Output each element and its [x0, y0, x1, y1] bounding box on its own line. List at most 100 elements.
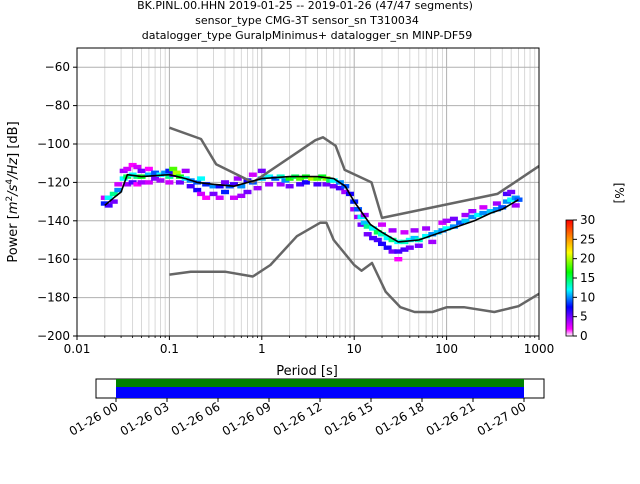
density-cell [128, 180, 137, 185]
density-cell [186, 184, 195, 189]
density-cell [296, 176, 305, 181]
density-cell [422, 226, 431, 231]
density-cell [405, 237, 414, 243]
x-tick-label: 1 [258, 342, 266, 356]
y-axis-label-part: /s [6, 184, 21, 196]
density-cell [468, 214, 477, 220]
density-cell [109, 199, 118, 204]
density-cell [388, 249, 397, 254]
density-cell [221, 189, 230, 195]
density-cell [248, 172, 257, 177]
density-cell [285, 184, 294, 189]
density-cell [137, 180, 146, 185]
y-axis-label-part: Power [ [6, 214, 21, 263]
density-cell [133, 182, 142, 187]
density-cell [308, 176, 317, 181]
header-sensor-line: sensor_type CMG-3T sensor_sn T310034 [195, 14, 419, 27]
y-axis-label: Power [m2/s4/Hz] [dB] [5, 121, 21, 262]
timeline-tick-label: 01-26 21 [424, 399, 478, 438]
density-cell [114, 187, 123, 193]
density-cell [474, 212, 483, 218]
density-cell [128, 162, 137, 168]
density-cell [329, 184, 338, 189]
y-axis-label-part: 2 [5, 196, 15, 202]
density-cell [428, 232, 437, 237]
plot-frame [76, 47, 540, 337]
timeline-tick-label: 01-26 06 [169, 399, 223, 438]
timeline-tick-label: 01-26 00 [67, 399, 121, 438]
density-cell [492, 201, 501, 206]
timeline-tick-label: 01-26 18 [373, 399, 427, 438]
density-cell [449, 224, 458, 229]
x-axis-label: Period [s] [276, 364, 338, 379]
y-tick-label: −200 [37, 329, 70, 343]
density-cell [257, 168, 266, 174]
density-cell [479, 205, 488, 210]
x-tick-label: 1000 [524, 342, 555, 356]
density-cell [378, 222, 387, 227]
psd-density-heatmap [100, 162, 523, 262]
timeline-tick-label: 01-26 09 [220, 399, 274, 438]
density-cell [498, 205, 507, 210]
coverage-bar-bottom [116, 387, 524, 398]
mode-line [104, 173, 519, 243]
y-axis-label-part: ] [dB] [6, 121, 21, 158]
colorbar-tick-label: 5 [580, 310, 588, 324]
density-cell [502, 199, 511, 204]
density-cell [410, 228, 419, 233]
density-cell [360, 220, 369, 225]
density-cell [133, 164, 142, 170]
density-cell [378, 241, 387, 247]
density-cell [123, 166, 132, 172]
density-cell [335, 185, 344, 191]
density-cell [369, 226, 378, 231]
density-cell [363, 232, 372, 237]
y-axis-ticks: −200 −180 −160 −140 −120 −100 −80 −60 [37, 60, 77, 343]
density-cell [281, 178, 290, 183]
density-cell [369, 235, 378, 241]
density-cell [237, 184, 246, 189]
colorbar-tick-label: 25 [580, 232, 595, 246]
density-cell [296, 182, 305, 187]
density-cell [229, 195, 238, 200]
density-cell [265, 174, 274, 179]
density-cell [137, 168, 146, 174]
density-cell [229, 182, 238, 187]
density-cell [202, 182, 211, 187]
x-tick-label: 0.01 [64, 342, 91, 356]
density-cell [156, 178, 165, 183]
density-cell [161, 170, 170, 175]
density-cell [410, 235, 419, 241]
density-cell [104, 195, 113, 200]
density-cell [301, 180, 310, 185]
noise-model-high-line [168, 126, 539, 220]
density-cell [109, 191, 118, 197]
density-cell [181, 168, 190, 174]
density-cell [461, 212, 470, 218]
header-datalogger-line: datalogger_type GuralpMinimus+ datalogge… [142, 29, 473, 42]
colorbar-label: [%] [612, 183, 626, 204]
density-cell [144, 180, 153, 185]
density-cell [383, 235, 392, 241]
density-cell [456, 220, 465, 225]
density-cell [151, 170, 160, 175]
density-cell [492, 207, 501, 212]
density-cell [514, 197, 523, 202]
density-cell [511, 203, 520, 208]
density-cell [233, 176, 242, 181]
density-cell [322, 182, 331, 187]
y-tick-label: −160 [37, 252, 70, 266]
x-axis-ticks: 0.01 0.1 1 10 100 1000 [64, 336, 555, 356]
y-tick-label: −60 [45, 60, 70, 74]
density-cell [276, 182, 285, 187]
y-axis-label-part: m [6, 201, 21, 214]
density-cell [388, 228, 397, 233]
density-cell [442, 226, 451, 231]
x-tick-label: 100 [435, 342, 458, 356]
colorbar-tick-label: 30 [580, 213, 595, 227]
density-cell [354, 207, 363, 212]
y-tick-label: −80 [45, 99, 70, 113]
colorbar-ticks: 0 5 10 15 20 25 30 [573, 213, 595, 343]
colorbar [565, 219, 574, 337]
